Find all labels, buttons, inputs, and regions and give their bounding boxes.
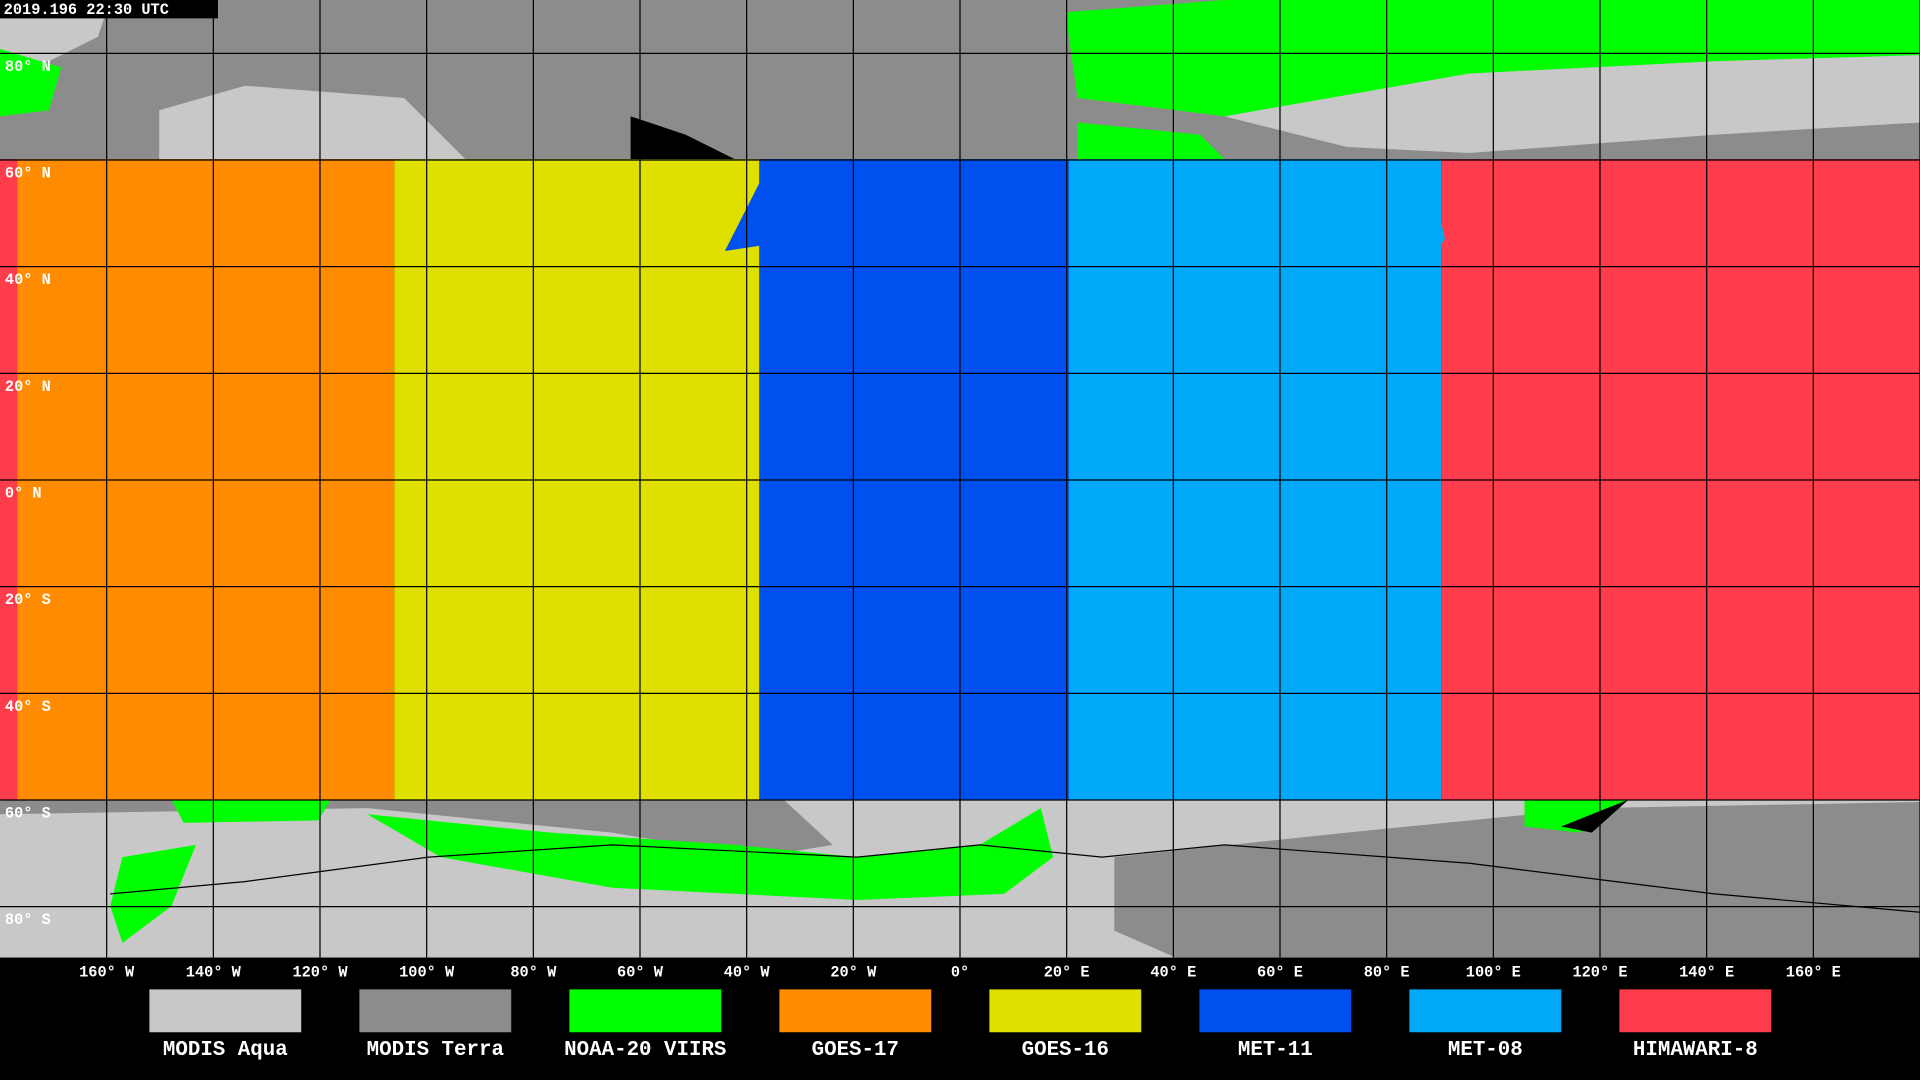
polar-patch [171, 799, 331, 823]
lat-label: 80° N [5, 58, 51, 76]
lon-label: 100° E [1466, 963, 1521, 981]
legend-label: GOES-16 [1022, 1039, 1109, 1062]
lat-label: 20° S [5, 591, 51, 609]
lon-label: 80° E [1364, 963, 1410, 981]
legend-label: MODIS Terra [367, 1039, 504, 1062]
legend-swatch [359, 989, 512, 1033]
legend-label: MET-11 [1238, 1039, 1313, 1062]
lon-label: 120° W [292, 963, 348, 981]
lon-label: 160° W [79, 963, 135, 981]
lon-label: 80° W [510, 963, 557, 981]
legend-label: MODIS Aqua [163, 1039, 288, 1062]
polar-patch [367, 808, 1054, 900]
coverage-band [1408, 159, 1445, 258]
timestamp-bg [0, 0, 218, 19]
polar-patch [1114, 802, 1920, 958]
legend-swatch [989, 989, 1142, 1033]
legend-label: GOES-17 [812, 1039, 899, 1062]
lon-label: 20° E [1044, 963, 1090, 981]
legend-swatch [1199, 989, 1352, 1033]
legend-label: NOAA-20 VIIRS [564, 1039, 726, 1062]
lat-label: 20° N [5, 378, 51, 396]
legend-label: MET-08 [1448, 1039, 1523, 1062]
polar-patch [630, 116, 735, 160]
polar-patch [0, 799, 833, 858]
lon-label: 60° E [1257, 963, 1303, 981]
polar-patch [159, 85, 466, 160]
coverage-band [724, 159, 784, 252]
lon-label: 60° W [617, 963, 664, 981]
lon-label: 140° E [1679, 963, 1734, 981]
coastline [110, 844, 1920, 913]
lat-label: 40° S [5, 698, 51, 716]
legend-swatch [1619, 989, 1772, 1033]
lon-label: 120° E [1572, 963, 1627, 981]
legend-swatch [779, 989, 932, 1033]
polar-patch [1524, 799, 1629, 833]
legend-swatch [569, 989, 722, 1033]
legend: MODIS Aqua MODIS Terra NOAA-20 VIIRS GOES-1… [149, 989, 1772, 1062]
lon-label: 160° E [1786, 963, 1841, 981]
legend-label: HIMAWARI-8 [1633, 1039, 1758, 1062]
lat-label: 0° N [5, 485, 42, 503]
lon-label: 100° W [399, 963, 455, 981]
polar-patch [1224, 55, 1920, 154]
lon-label: 20° W [830, 963, 877, 981]
polar-patch [1561, 799, 1629, 833]
lat-label: 80° S [5, 911, 51, 929]
lat-label: 60° S [5, 805, 51, 823]
lon-label: 40° W [724, 963, 771, 981]
graticule: 80° N 60° N 40° N 20° N 0° N 20° S 40° S 60° S 8… [0, 52, 1920, 982]
timestamp: 2019.196 22:30 UTC [4, 1, 169, 19]
lon-label: 0° [951, 963, 969, 981]
legend-swatch [149, 989, 302, 1033]
lon-label: 140° W [186, 963, 242, 981]
polar-patch [1077, 122, 1225, 160]
polar-patch [0, 48, 62, 117]
polar-patch [110, 844, 196, 943]
lon-label: 40° E [1150, 963, 1196, 981]
lat-label: 40° N [5, 271, 51, 289]
legend-swatch [1409, 989, 1562, 1033]
lat-label: 60° N [5, 165, 51, 183]
